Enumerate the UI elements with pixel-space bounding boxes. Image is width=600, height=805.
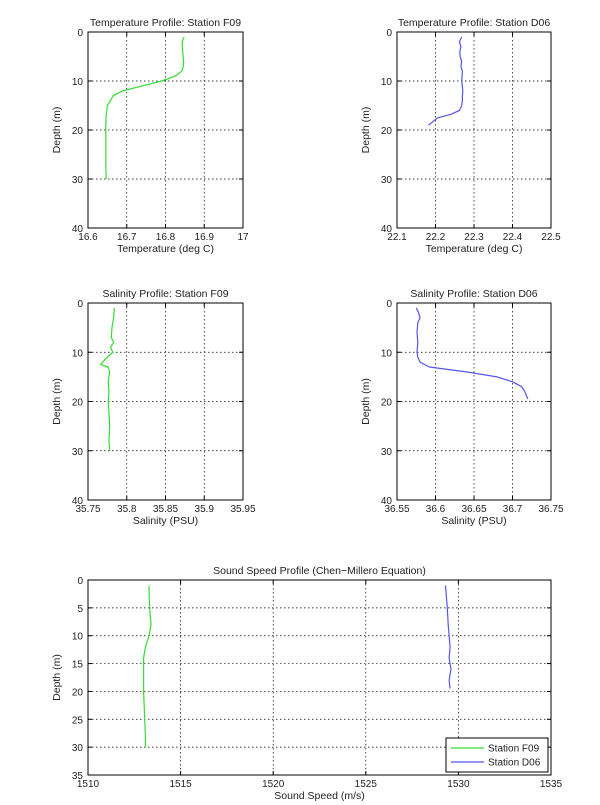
series-line-f09: [99, 307, 115, 451]
y-tick-label: 10: [72, 77, 84, 88]
y-tick-label: 0: [77, 576, 83, 587]
y-tick-label: 10: [72, 632, 84, 643]
series-line-f09: [105, 36, 185, 180]
y-tick-label: 20: [72, 687, 84, 698]
x-tick-label: 1520: [262, 779, 285, 790]
y-tick-label: 10: [381, 348, 393, 359]
y-tick-label: 40: [72, 224, 84, 235]
x-tick-label: 17: [237, 232, 249, 243]
y-tick-label: 25: [72, 715, 84, 726]
y-tick-label: 20: [381, 126, 393, 137]
x-tick-label: 36.6: [426, 504, 446, 515]
y-axis-label: Depth (m): [360, 378, 372, 425]
y-tick-label: 40: [381, 224, 393, 235]
y-tick-label: 30: [72, 175, 84, 186]
y-tick-label: 20: [72, 126, 84, 137]
chart-title: Salinity Profile: Station D06: [410, 288, 537, 300]
series-line-d06: [444, 585, 452, 689]
chart-3: Salinity Profile: Station F09 35.75 35.8 35…: [51, 288, 256, 527]
series-line-d06: [428, 36, 464, 126]
chart-2: Temperature Profile: Station D06 22.1 22.2…: [360, 17, 561, 255]
x-tick-label: 22.4: [503, 232, 523, 243]
x-axis-label: Salinity (PSU): [133, 515, 198, 527]
y-tick-label: 40: [72, 496, 84, 507]
x-tick-label: 36.55: [384, 504, 409, 515]
x-tick-label: 22.5: [541, 232, 561, 243]
x-tick-label: 22.1: [387, 232, 407, 243]
chart-title: Temperature Profile: Station D06: [398, 17, 550, 29]
chart-5: Sound Speed Profile (Chen−Millero Equati…: [51, 565, 563, 802]
x-tick-label: 22.3: [464, 232, 484, 243]
y-axis-label: Depth (m): [51, 378, 63, 425]
x-tick-label: 1515: [169, 779, 192, 790]
y-tick-label: 15: [72, 660, 84, 671]
x-axis-label: Temperature (deg C): [117, 243, 214, 255]
x-tick-label: 16.7: [117, 232, 137, 243]
chart-1: Temperature Profile: Station F09 16.6 16.7…: [51, 17, 249, 255]
series-line-d06: [415, 307, 529, 400]
y-tick-label: 0: [386, 28, 392, 39]
y-tick-label: 0: [77, 299, 83, 310]
y-tick-label: 0: [386, 299, 392, 310]
y-tick-label: 0: [77, 28, 83, 39]
x-tick-label: 36.75: [538, 504, 563, 515]
legend-label: Station D06: [488, 758, 541, 769]
x-tick-label: 35.95: [230, 504, 255, 515]
y-tick-label: 20: [72, 398, 84, 409]
x-tick-label: 16.9: [195, 232, 215, 243]
y-tick-label: 20: [381, 398, 393, 409]
x-tick-label: 1530: [447, 779, 470, 790]
y-axis-label: Depth (m): [51, 654, 63, 701]
x-axis-label: Sound Speed (m/s): [274, 790, 364, 802]
y-tick-label: 40: [381, 496, 393, 507]
plot-frame: [87, 579, 552, 776]
y-tick-label: 30: [72, 447, 84, 458]
chart-title: Salinity Profile: Station F09: [102, 288, 228, 300]
y-tick-label: 10: [381, 77, 393, 88]
chart-title: Temperature Profile: Station F09: [90, 17, 241, 29]
x-tick-label: 1535: [540, 779, 563, 790]
x-tick-label: 35.85: [153, 504, 178, 515]
x-tick-label: 22.2: [426, 232, 446, 243]
y-tick-label: 30: [381, 175, 393, 186]
x-axis-label: Salinity (PSU): [441, 515, 506, 527]
y-tick-label: 35: [72, 771, 84, 782]
legend-box: [445, 737, 549, 773]
legend-label: Station F09: [488, 744, 540, 755]
x-tick-label: 16.6: [78, 232, 98, 243]
x-tick-label: 35.8: [117, 504, 137, 515]
y-axis-label: Depth (m): [51, 107, 63, 154]
legend: Station F09 Station D06: [445, 737, 549, 773]
x-tick-label: 1525: [355, 779, 378, 790]
chart-title: Sound Speed Profile (Chen−Millero Equati…: [213, 565, 426, 577]
x-tick-label: 36.65: [461, 504, 486, 515]
x-tick-label: 35.75: [75, 504, 100, 515]
y-tick-label: 10: [72, 348, 84, 359]
x-tick-label: 35.9: [195, 504, 215, 515]
series-line-f09: [143, 585, 152, 748]
y-tick-label: 30: [72, 743, 84, 754]
x-tick-label: 36.7: [503, 504, 523, 515]
chart-4: Salinity Profile: Station D06 36.55 36.6 36…: [360, 288, 564, 527]
x-tick-label: 16.8: [156, 232, 176, 243]
x-tick-label: 1510: [77, 779, 100, 790]
y-tick-label: 5: [77, 604, 83, 615]
x-axis-label: Temperature (deg C): [426, 243, 523, 255]
y-tick-label: 30: [381, 447, 393, 458]
y-axis-label: Depth (m): [360, 107, 372, 154]
